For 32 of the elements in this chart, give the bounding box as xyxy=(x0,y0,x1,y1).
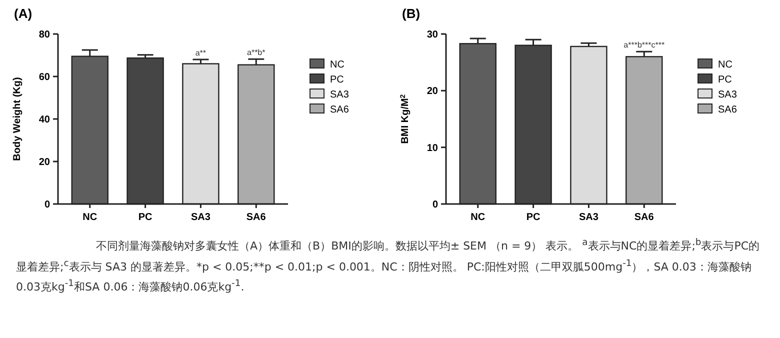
legend-label: PC xyxy=(718,74,732,86)
text: 不同剂量海藻酸钠对多囊女性（A）体重和（B）BMI的影响。数据以平均± SEM （n = 9） 表示。 $^{a}$表示与NC的显着差异;$^{b}$表示与PC的显着差异;$^{c}$表示与 SA3 的显著差异。*p < 0.05;**p < 0.01;p < 0.001。NC：阴性对照。 PC:阳性对照（二甲双胍500mg$^{-1}$），SA 0.03：海藻酸钠0.03克kg$^{-1}$和SA 0.06：海藻酸钠0.06克kg$^{-1}$. xyxy=(16,237,760,294)
chart-title: (A) xyxy=(14,6,32,21)
y-tick-label: 30 xyxy=(426,30,438,40)
x-tick-label: PC xyxy=(138,212,152,223)
y-tick-label: 10 xyxy=(426,142,438,154)
legend-label: SA3 xyxy=(718,90,738,100)
chart-title: (B) xyxy=(402,6,420,21)
annotation: a***b***c*** xyxy=(624,40,665,50)
y-axis-title: Body Weight (Kg) xyxy=(12,77,23,161)
y-tick-label: 80 xyxy=(38,30,50,40)
y-tick-label: 0 xyxy=(432,200,438,210)
legend-label: NC xyxy=(330,60,344,70)
x-tick-label: SA6 xyxy=(634,212,654,223)
legend-label: SA6 xyxy=(718,104,738,116)
y-tick-label: 60 xyxy=(38,72,50,83)
y-tick-label: 20 xyxy=(38,157,50,168)
x-tick-label: SA3 xyxy=(578,212,599,223)
x-tick-label: NC xyxy=(82,212,98,223)
y-tick-label: 0 xyxy=(44,200,50,210)
legend-label: NC xyxy=(718,60,732,70)
legend-label: SA3 xyxy=(330,90,350,100)
x-tick-label: SA6 xyxy=(246,212,266,223)
annotation: a**b* xyxy=(247,48,266,58)
y-tick-label: 40 xyxy=(38,114,50,126)
legend-label: PC xyxy=(330,74,344,86)
y-tick-label: 20 xyxy=(426,86,438,98)
annotation: a** xyxy=(195,48,206,58)
x-tick-label: PC xyxy=(526,212,540,223)
x-tick-label: NC xyxy=(470,212,486,223)
x-tick-label: SA3 xyxy=(190,212,211,223)
legend-label: SA6 xyxy=(330,104,350,116)
